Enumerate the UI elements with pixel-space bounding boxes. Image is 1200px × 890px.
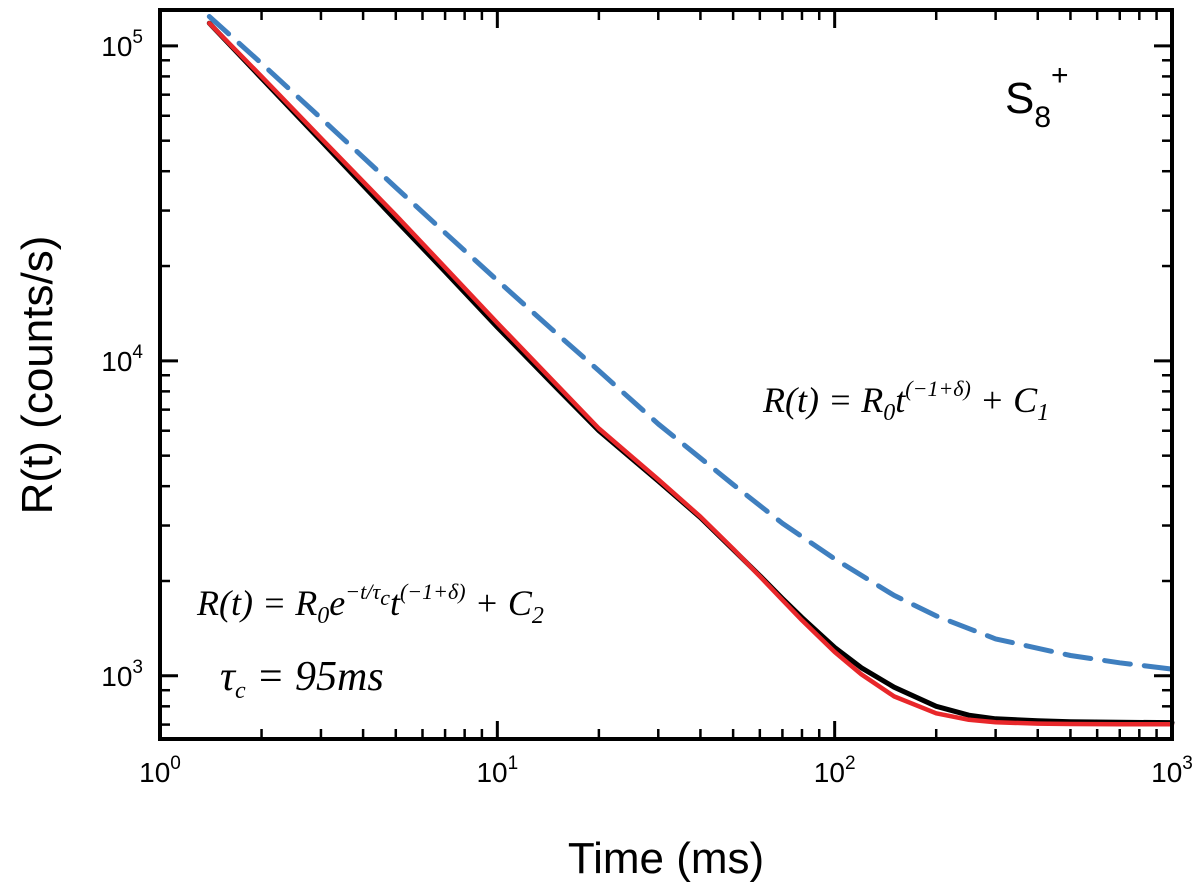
y-axis-label: R(t) (counts/s) (13, 236, 62, 515)
fit-curve-line (207, 20, 1175, 727)
species-main: S (1005, 74, 1034, 123)
eq2-t: t (390, 583, 401, 623)
measured-data-line (206, 20, 1175, 726)
y-tick-label: 104 (101, 342, 143, 377)
x-axis-label: Time (ms) (568, 834, 764, 883)
y-tick-label: 103 (101, 657, 143, 692)
eq2-e: e (329, 583, 345, 623)
eq1-lhs: R(t) = R (762, 380, 883, 420)
eq2-plus: + C (466, 583, 533, 623)
y-tick-base: 10 (101, 31, 132, 62)
tau-annotation: τc = 95ms (220, 654, 384, 704)
x-tick-label: 103 (1151, 753, 1193, 788)
x-tick-base: 10 (814, 757, 845, 788)
y-tick-base: 10 (101, 346, 132, 377)
eq1-plus: + C (971, 380, 1038, 420)
eq2-e-sup-sub: c (380, 585, 390, 610)
y-tick-label: 105 (101, 27, 143, 62)
eq2-e-sup: −t/τ (345, 579, 381, 604)
x-tick-exp: 0 (170, 753, 181, 774)
series-layer (206, 14, 1175, 727)
eq1-exponent: (−1+δ) (905, 376, 971, 401)
eq2-exponent: (−1+δ) (400, 579, 466, 604)
eq2-c-sub: 2 (532, 603, 544, 629)
eq1-t: t (895, 380, 906, 420)
plot-frame (158, 8, 1174, 741)
x-tick-exp: 1 (508, 753, 519, 774)
power-law-equation: R(t) = R0t(−1+δ) + C1 (762, 376, 1049, 426)
tau-value: = 95ms (246, 654, 384, 700)
species-sub: 8 (1034, 101, 1051, 134)
x-tick-label: 102 (814, 753, 856, 788)
x-tick-base: 10 (139, 757, 170, 788)
y-tick-exp: 5 (132, 27, 143, 48)
y-tick-base: 10 (101, 661, 132, 692)
x-tick-label: 101 (476, 753, 518, 788)
species-label: S8+ (1005, 59, 1069, 134)
eq1-c-sub: 1 (1037, 400, 1049, 426)
x-tick-exp: 3 (1182, 753, 1193, 774)
tau-symbol: τ (220, 654, 237, 700)
eq1-r-sub: 0 (883, 400, 895, 426)
eq2-lhs: R(t) = R (196, 583, 317, 623)
tau-sub: c (235, 678, 246, 704)
eq2-r-sub: 0 (317, 603, 329, 629)
fit-equation: R(t) = R0e−t/τct(−1+δ) + C2 (196, 579, 544, 629)
x-tick-label: 100 (139, 753, 181, 788)
x-tick-labels: 100 101 102 103 (139, 753, 1193, 788)
species-sup: + (1051, 59, 1069, 92)
y-tick-exp: 4 (132, 342, 143, 363)
power-law-curve-line (206, 14, 1175, 672)
x-tick-exp: 2 (845, 753, 856, 774)
y-tick-exp: 3 (132, 657, 143, 678)
x-tick-base: 10 (1151, 757, 1182, 788)
x-tick-base: 10 (476, 757, 507, 788)
